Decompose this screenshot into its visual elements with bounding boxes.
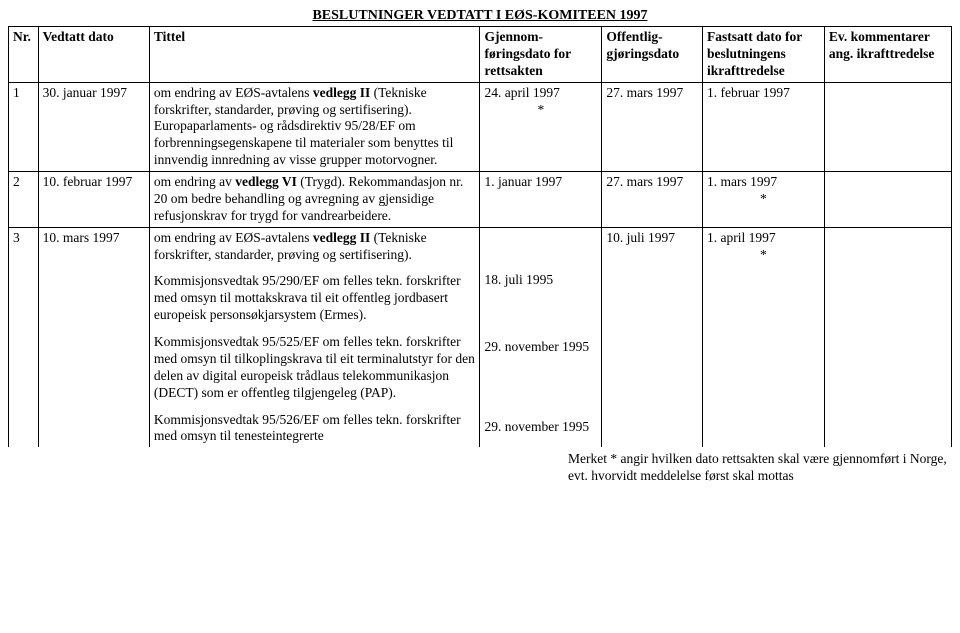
cell-offentlig: 27. mars 1997 <box>602 172 703 228</box>
col-fastsatt: Fastsatt dato for beslutningens ikrafttr… <box>702 27 824 83</box>
table-row: 310. mars 1997om endring av EØS-avtalens… <box>9 227 952 447</box>
page-title: BESLUTNINGER VEDTATT I EØS-KOMITEEN 1997 <box>8 8 952 24</box>
cell-tittel: om endring av vedlegg VI (Trygd). Rekomm… <box>149 172 480 228</box>
cell-tittel: om endring av EØS-avtalens vedlegg II (T… <box>149 82 480 171</box>
cell-nr: 2 <box>9 172 39 228</box>
col-offentlig: Offentlig-gjøringsdato <box>602 27 703 83</box>
cell-offentlig: 10. juli 1997 <box>602 227 703 447</box>
cell-offentlig: 27. mars 1997 <box>602 82 703 171</box>
footnote: Merket * angir hvilken dato rettsakten s… <box>8 451 952 485</box>
cell-kommentar <box>824 227 951 447</box>
col-tittel: Tittel <box>149 27 480 83</box>
col-gjennom: Gjennom-føringsdato for rettsakten <box>480 27 602 83</box>
col-vedtatt: Vedtatt dato <box>38 27 149 83</box>
table-row: 130. januar 1997om endring av EØS-avtale… <box>9 82 952 171</box>
col-kommentar: Ev. kommentarer ang. ikrafttredelse <box>824 27 951 83</box>
cell-nr: 1 <box>9 82 39 171</box>
table-header-row: Nr. Vedtatt dato Tittel Gjennom-føringsd… <box>9 27 952 83</box>
table-row: 210. februar 1997om endring av vedlegg V… <box>9 172 952 228</box>
cell-fastsatt: 1. mars 1997* <box>702 172 824 228</box>
cell-vedtatt: 10. mars 1997 <box>38 227 149 447</box>
cell-fastsatt: 1. april 1997* <box>702 227 824 447</box>
col-nr: Nr. <box>9 27 39 83</box>
decisions-table: Nr. Vedtatt dato Tittel Gjennom-føringsd… <box>8 26 952 447</box>
cell-kommentar <box>824 82 951 171</box>
cell-vedtatt: 30. januar 1997 <box>38 82 149 171</box>
cell-gjennom: 1. januar 1997 <box>480 172 602 228</box>
cell-fastsatt: 1. februar 1997 <box>702 82 824 171</box>
cell-gjennom: 18. juli 199529. november 199529. novemb… <box>480 227 602 447</box>
cell-nr: 3 <box>9 227 39 447</box>
cell-kommentar <box>824 172 951 228</box>
cell-gjennom: 24. april 1997* <box>480 82 602 171</box>
cell-tittel: om endring av EØS-avtalens vedlegg II (T… <box>149 227 480 447</box>
cell-vedtatt: 10. februar 1997 <box>38 172 149 228</box>
